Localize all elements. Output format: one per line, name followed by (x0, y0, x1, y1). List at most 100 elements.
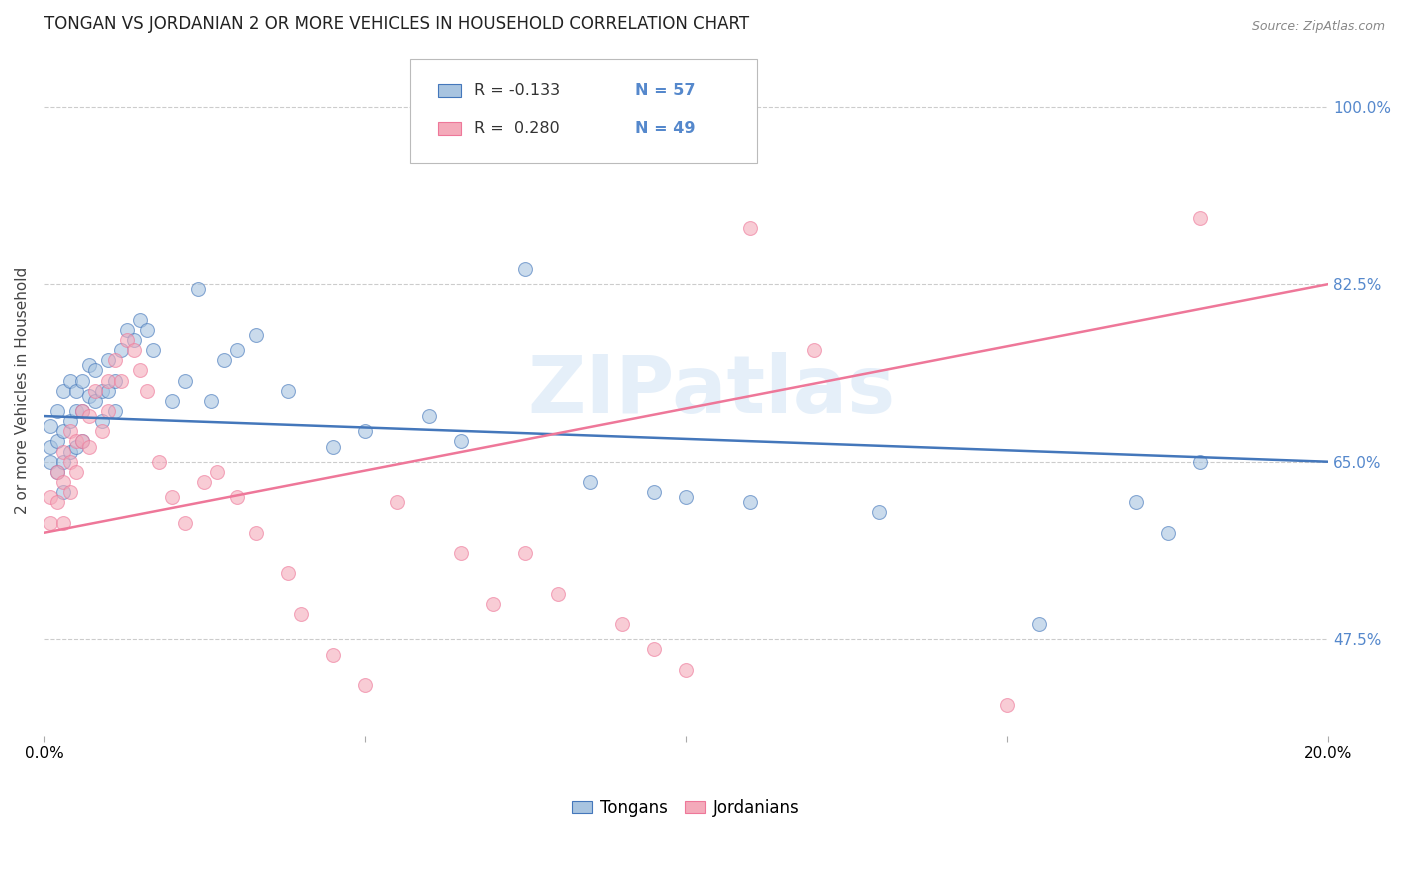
Point (129, 363, 152, 377)
Point (187, 282, 209, 296)
Point (72, 434, 94, 449)
Point (610, 617, 633, 632)
Point (450, 434, 472, 449)
Point (77, 359, 100, 373)
Point (740, 495, 762, 509)
Point (58, 374, 80, 388)
Point (97, 374, 120, 388)
Text: R =  0.280: R = 0.280 (474, 121, 560, 136)
Point (225, 490, 247, 504)
Point (245, 327, 267, 342)
Text: R = -0.133: R = -0.133 (474, 83, 560, 98)
Point (1125, 495, 1147, 509)
Point (39, 490, 62, 504)
Point (129, 312, 152, 326)
Point (740, 221, 762, 235)
Point (58, 425, 80, 439)
Point (277, 566, 299, 581)
Point (65, 384, 87, 398)
Point (354, 678, 377, 692)
Point (547, 587, 569, 601)
Text: ZIPatlas: ZIPatlas (527, 351, 896, 430)
Text: TONGAN VS JORDANIAN 2 OR MORE VEHICLES IN HOUSEHOLD CORRELATION CHART: TONGAN VS JORDANIAN 2 OR MORE VEHICLES I… (44, 15, 749, 33)
Point (84, 363, 107, 377)
Point (868, 506, 890, 520)
Point (65, 465, 87, 479)
Point (1156, 525, 1178, 540)
Point (72, 434, 94, 449)
Point (77, 389, 100, 403)
Point (77, 409, 100, 423)
Point (1188, 455, 1211, 469)
Point (39, 516, 62, 530)
Point (643, 642, 665, 657)
Point (65, 440, 87, 454)
Point (995, 698, 1018, 713)
Point (52, 384, 75, 398)
Point (110, 343, 132, 357)
Point (135, 384, 157, 398)
Point (207, 465, 229, 479)
Point (174, 516, 197, 530)
Point (84, 393, 107, 408)
Point (45, 404, 67, 418)
Point (77, 440, 100, 454)
FancyBboxPatch shape (411, 60, 756, 163)
Point (122, 343, 145, 357)
Point (52, 455, 75, 469)
Point (72, 404, 94, 418)
Point (58, 485, 80, 500)
Point (482, 597, 505, 611)
Point (52, 444, 75, 458)
Point (90, 414, 112, 428)
Point (90, 425, 112, 439)
Point (90, 384, 112, 398)
Point (174, 374, 197, 388)
Point (1028, 617, 1050, 632)
Point (58, 444, 80, 458)
Text: Source: ZipAtlas.com: Source: ZipAtlas.com (1251, 20, 1385, 33)
Point (45, 465, 67, 479)
Point (200, 393, 222, 408)
Point (72, 404, 94, 418)
Point (515, 546, 537, 560)
Point (354, 425, 377, 439)
Point (103, 353, 125, 368)
Point (385, 495, 408, 509)
Text: N = 49: N = 49 (634, 121, 695, 136)
Point (58, 414, 80, 428)
Point (643, 485, 665, 500)
FancyBboxPatch shape (439, 85, 461, 96)
Point (117, 323, 139, 337)
Point (117, 333, 139, 347)
Point (52, 475, 75, 489)
Point (148, 455, 170, 469)
Text: N = 57: N = 57 (634, 83, 695, 98)
Point (45, 495, 67, 509)
Point (675, 663, 697, 677)
Point (39, 455, 62, 469)
Point (65, 404, 87, 418)
Point (45, 434, 67, 449)
Point (162, 393, 184, 408)
Point (97, 353, 120, 368)
Point (225, 343, 247, 357)
Point (52, 516, 75, 530)
Point (39, 419, 62, 434)
Point (578, 475, 600, 489)
Point (52, 425, 75, 439)
Point (418, 409, 440, 423)
Point (65, 434, 87, 449)
Point (290, 607, 312, 621)
Point (45, 465, 67, 479)
Point (52, 485, 75, 500)
Point (675, 490, 697, 504)
Point (39, 440, 62, 454)
Point (1188, 211, 1211, 226)
Point (103, 404, 125, 418)
Point (162, 490, 184, 504)
Point (97, 404, 120, 418)
Point (110, 374, 132, 388)
Point (803, 343, 825, 357)
Point (450, 546, 472, 560)
